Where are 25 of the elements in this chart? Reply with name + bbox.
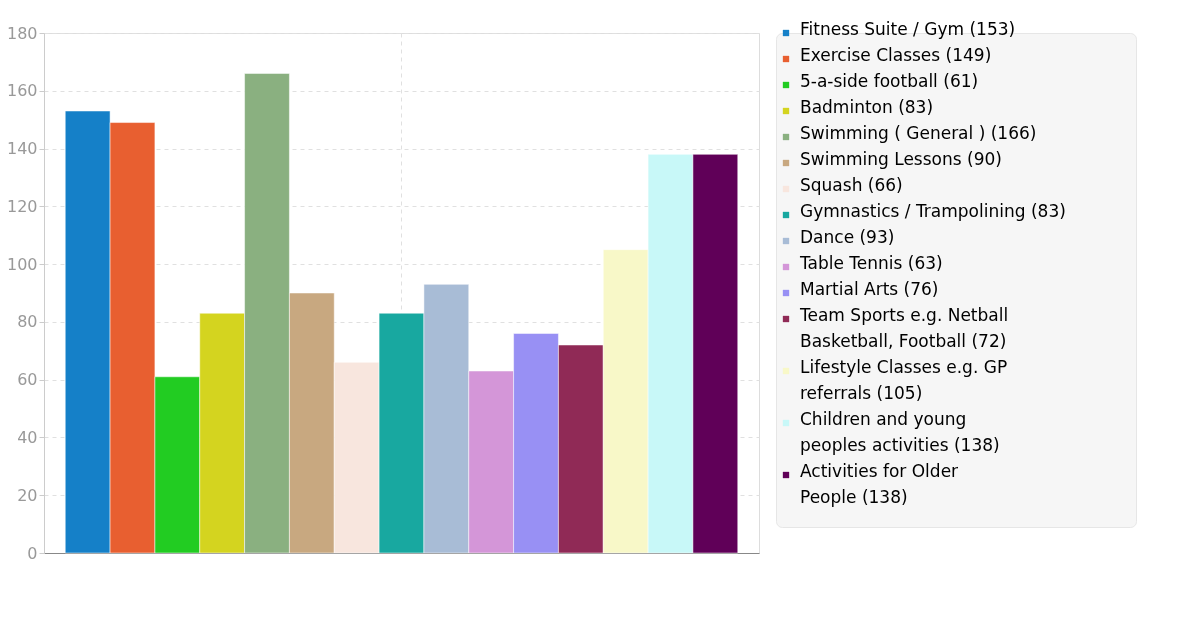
legend-label: Swimming ( General ) (166): [800, 123, 1037, 143]
legend-label: Squash (66): [800, 175, 903, 195]
legend-label: Fitness Suite / Gym (153): [800, 19, 1016, 39]
legend-label: Table Tennis (63): [799, 253, 943, 273]
y-tick-label: 100: [6, 254, 38, 274]
y-tick-label: 0: [27, 543, 38, 563]
legend-label: Lifestyle Classes e.g. GP referrals (105): [800, 357, 1008, 403]
y-tick-label: 20: [17, 485, 38, 505]
legend-label: Martial Arts (76): [800, 279, 939, 299]
y-tick-label: 120: [6, 196, 38, 216]
y-tick-label: 80: [17, 312, 38, 332]
y-tick-label: 160: [6, 81, 38, 101]
y-tick-label: 60: [17, 370, 38, 390]
legend-label: Children and young peoples activities (138): [800, 409, 1000, 455]
legend-label: Team Sports e.g. Netball Basketball, Football (72): [799, 305, 1009, 351]
legend-label: 5-a-side football (61): [800, 71, 979, 91]
y-tick-label: 140: [6, 139, 38, 159]
legend-label: Exercise Classes (149): [800, 45, 992, 65]
y-tick-label: 40: [17, 427, 38, 447]
legend-label: Dance (93): [800, 227, 895, 247]
legend-label: Swimming Lessons (90): [800, 149, 1002, 169]
legend-label: Gymnastics / Trampolining (83): [800, 201, 1066, 221]
legend-label: Badminton (83): [800, 97, 934, 117]
legend-label: Activities for Older People (138): [800, 461, 959, 507]
y-tick-label: 180: [6, 23, 38, 43]
